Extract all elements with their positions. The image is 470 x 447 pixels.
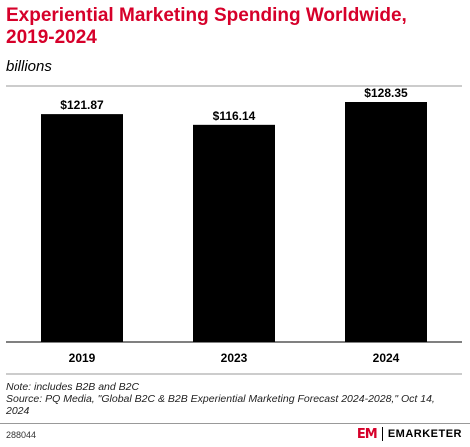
x-axis-ticks: 2019 2023 2024 xyxy=(69,351,400,365)
x-tick-2019: 2019 xyxy=(69,351,96,365)
data-label-2024: $128.35 xyxy=(364,86,408,100)
chart-subtitle: billions xyxy=(6,58,52,75)
chart-note: Note: includes B2B and B2C xyxy=(6,381,140,393)
x-tick-2023: 2023 xyxy=(221,351,248,365)
brand-mark: EM EMARKETER xyxy=(356,425,462,443)
bars-group: $121.87 $116.14 $128.35 xyxy=(41,86,427,342)
x-tick-2024: 2024 xyxy=(373,351,400,365)
chart-id: 288044 xyxy=(6,430,37,440)
emarketer-logo-icon: EM xyxy=(356,426,378,442)
data-label-2023: $116.14 xyxy=(213,109,256,123)
brand-name: EMARKETER xyxy=(387,428,462,440)
footer-rule xyxy=(0,423,470,424)
chart-source: Source: PQ Media, "Global B2C & B2B Expe… xyxy=(6,393,435,417)
bar-2024 xyxy=(345,102,427,342)
bar-2019 xyxy=(41,114,123,342)
chart-title: Experiential Marketing Spending Worldwid… xyxy=(6,5,407,48)
brand-separator xyxy=(381,427,383,441)
bar-2023 xyxy=(193,124,275,342)
bar-chart: $121.87 $116.14 $128.35 2019 2023 2024 xyxy=(6,85,462,375)
data-label-2019: $121.87 xyxy=(60,98,104,112)
